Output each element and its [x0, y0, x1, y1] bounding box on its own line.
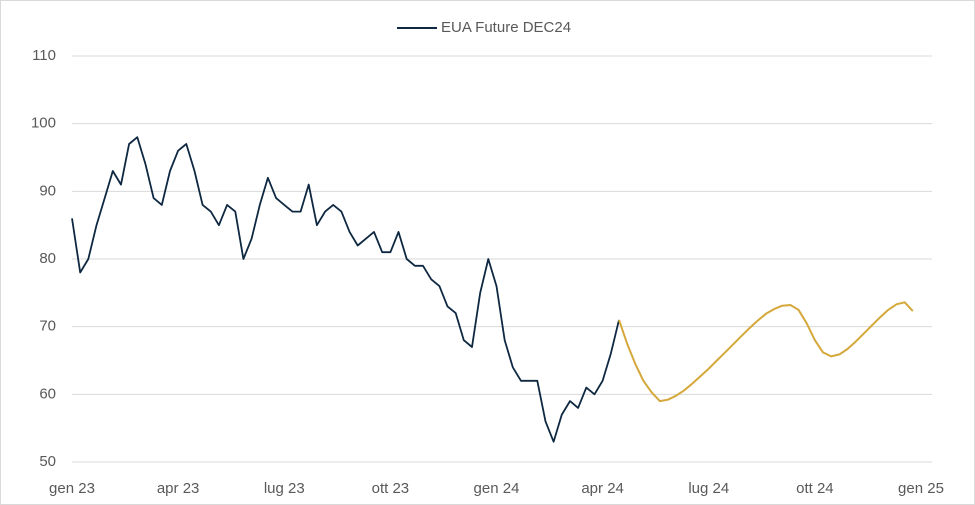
- x-tick-label: lug 23: [264, 480, 305, 497]
- x-tick-label: gen 25: [898, 480, 944, 497]
- x-tick-label: lug 24: [688, 480, 729, 497]
- y-tick-label: 60: [39, 385, 56, 402]
- y-tick-label: 80: [39, 250, 56, 267]
- x-tick-label: gen 23: [49, 480, 95, 497]
- x-tick-label: apr 23: [157, 480, 200, 497]
- legend-label: EUA Future DEC24: [441, 19, 571, 36]
- y-tick-label: 90: [39, 182, 56, 199]
- x-tick-label: ott 24: [796, 480, 834, 497]
- series-line: [618, 301, 914, 403]
- x-tick-label: ott 23: [372, 480, 410, 497]
- x-tick-label: apr 24: [581, 480, 624, 497]
- y-tick-label: 70: [39, 318, 56, 335]
- y-tick-label: 100: [31, 115, 56, 132]
- y-tick-label: 50: [39, 453, 56, 470]
- x-tick-label: gen 24: [474, 480, 520, 497]
- y-tick-label: 110: [32, 47, 56, 64]
- series-line: [71, 136, 620, 443]
